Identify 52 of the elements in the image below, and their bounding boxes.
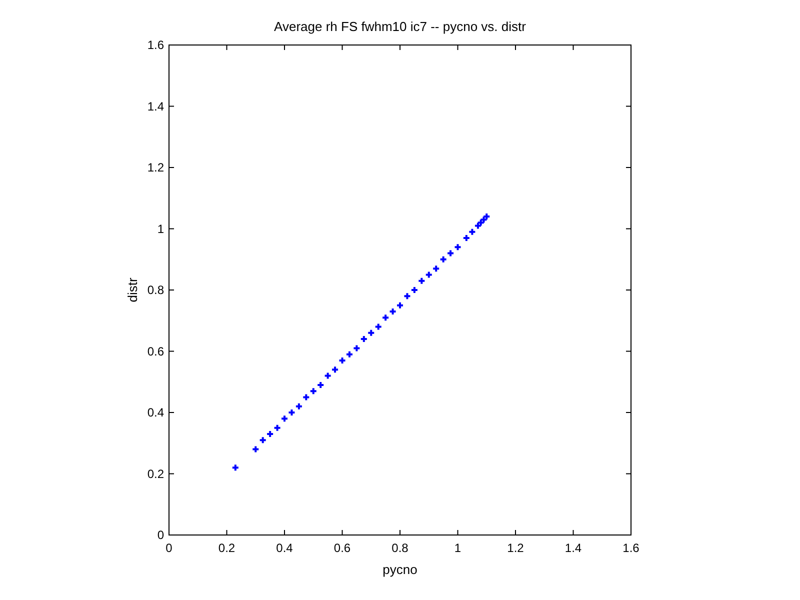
point (482, 212, 491, 220)
point (410, 286, 418, 294)
x-tick-label: 1.4 (564, 541, 582, 555)
point (439, 255, 448, 264)
point (468, 228, 476, 236)
point (396, 301, 404, 310)
point (480, 216, 488, 224)
point (252, 445, 260, 454)
x-axis-title: pycno (382, 562, 418, 577)
y-axis-title: distr (125, 277, 140, 302)
point (294, 402, 303, 410)
y-tick-label: 1.6 (147, 38, 164, 52)
x-tick-label: 0.8 (392, 541, 409, 555)
point (454, 243, 462, 252)
y-tick-label: 0.4 (147, 406, 164, 420)
point (352, 344, 361, 352)
point (474, 222, 482, 230)
point (403, 292, 412, 300)
y-tick-label: 1.2 (147, 160, 164, 174)
x-tick-label: 0.4 (276, 541, 294, 555)
y-tick-label: 0.6 (147, 344, 164, 358)
x-tick-label: 1.6 (622, 541, 640, 555)
point (446, 249, 455, 258)
y-tick-label: 0.2 (147, 466, 164, 481)
x-tick-label: 1 (454, 541, 462, 555)
point (273, 424, 282, 432)
point (432, 264, 440, 273)
y-tick-label: 1.4 (147, 99, 164, 114)
point (382, 314, 390, 322)
x-tick-label: 0.2 (218, 541, 236, 555)
point (360, 335, 368, 343)
y-tick-label: 0 (157, 528, 164, 542)
point (302, 393, 310, 402)
point (309, 387, 318, 396)
x-tick-label: 0.6 (334, 541, 351, 555)
point (367, 328, 376, 337)
point (231, 464, 240, 472)
point (374, 322, 382, 331)
x-tick-label: 1.2 (507, 541, 524, 555)
x-tick-label: 0 (166, 541, 173, 555)
y-tick-label: 1 (157, 222, 164, 236)
point (424, 270, 433, 279)
point (418, 276, 426, 285)
y-tick-label: 0.8 (147, 283, 164, 297)
point (476, 218, 485, 227)
point (258, 436, 267, 444)
point (324, 372, 332, 380)
point (288, 408, 296, 416)
point (280, 414, 288, 423)
point (331, 366, 340, 374)
chart-title: Average rh FS fwhm10 ic7 -- pycno vs. distr (274, 19, 527, 34)
point (345, 350, 354, 358)
